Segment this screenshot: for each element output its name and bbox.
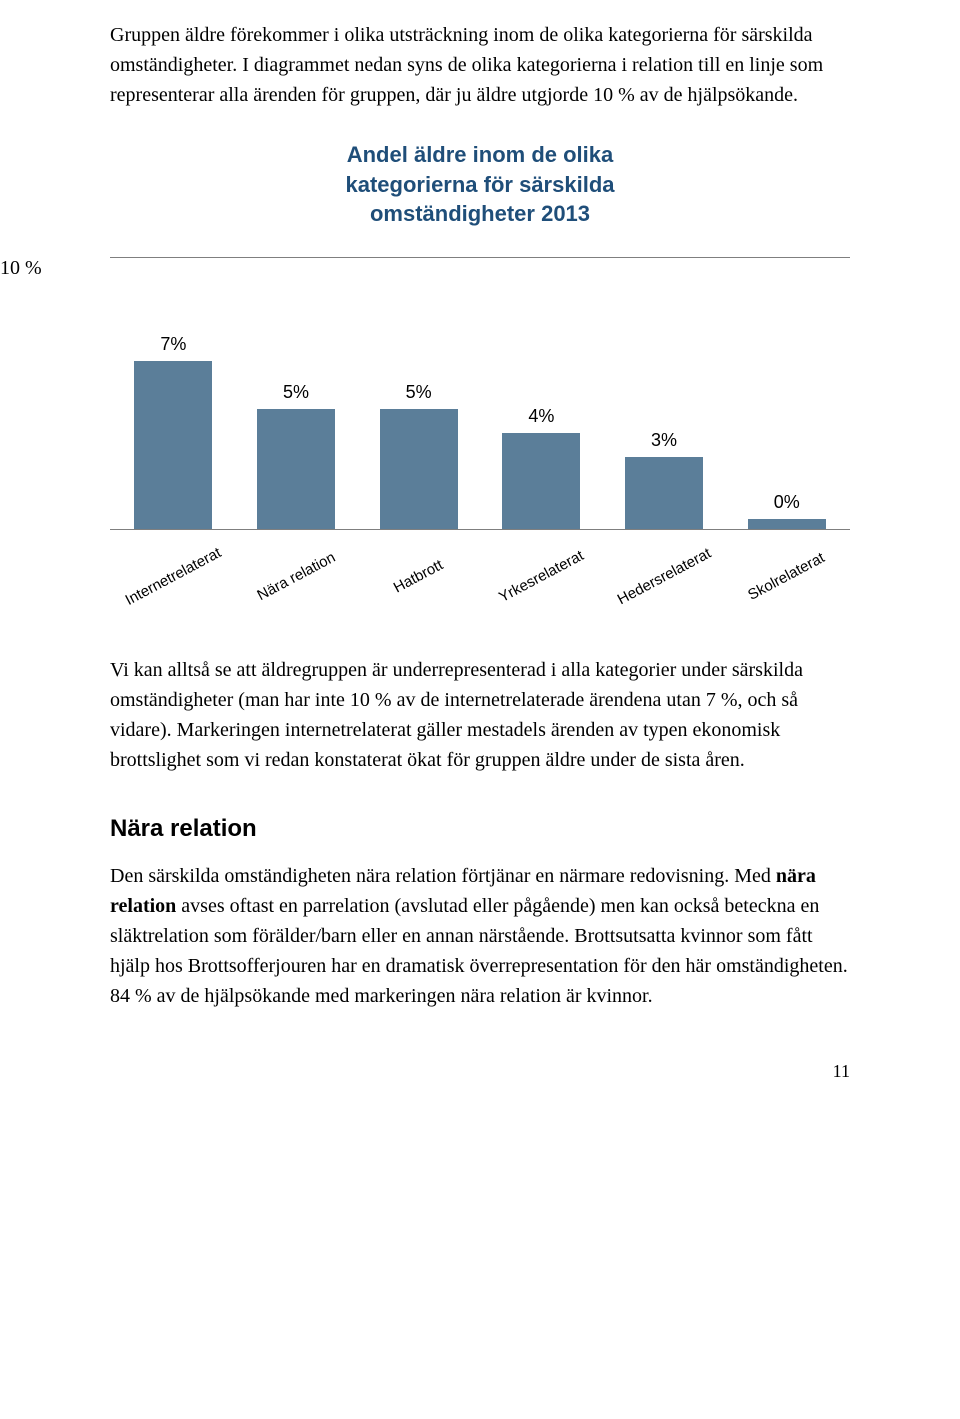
section-heading: Nära relation: [110, 815, 850, 843]
bar-value-label: 3%: [651, 430, 677, 451]
x-axis-category-label: Hatbrott: [368, 544, 470, 609]
bar: [380, 409, 458, 529]
reference-line: [110, 257, 850, 258]
x-axis-category-label: Hedersrelaterat: [613, 544, 715, 609]
closing-paragraph: Den särskilda omständigheten nära relati…: [110, 861, 850, 1011]
bar-column: 5%: [365, 260, 472, 529]
bar-value-label: 4%: [528, 406, 554, 427]
y-axis-reference-label: 10 %: [0, 257, 42, 280]
intro-paragraph: Gruppen äldre förekommer i olika utsträc…: [110, 20, 850, 110]
x-axis-category-label: Nära relation: [245, 544, 347, 609]
bar: [748, 519, 826, 529]
x-axis-labels: InternetrelateratNära relationHatbrottYr…: [110, 530, 850, 585]
chart-title: Andel äldre inom de olika kategorierna f…: [110, 140, 850, 229]
bar-value-label: 7%: [160, 334, 186, 355]
chart-title-line1: Andel äldre inom de olika: [347, 142, 614, 167]
bar: [257, 409, 335, 529]
page-number: 11: [110, 1061, 850, 1082]
x-axis-category-label: Skolrelaterat: [736, 544, 838, 609]
chart-container: 10 % 7%5%5%4%3%0% InternetrelateratNära …: [110, 257, 850, 585]
closing-suffix: avses oftast en parrelation (avslutad el…: [110, 895, 848, 1007]
analysis-paragraph: Vi kan alltså se att äldregruppen är und…: [110, 655, 850, 775]
chart-title-line2: kategorierna för särskilda: [345, 172, 614, 197]
bar-column: 7%: [120, 260, 227, 529]
x-axis-category-label: Internetrelaterat: [122, 544, 224, 609]
bar: [134, 361, 212, 529]
bar-column: 5%: [243, 260, 350, 529]
bar-value-label: 5%: [406, 382, 432, 403]
bar-column: 3%: [611, 260, 718, 529]
bar: [625, 457, 703, 529]
bar-value-label: 0%: [774, 492, 800, 513]
x-axis-category-label: Yrkesrelaterat: [490, 544, 592, 609]
closing-prefix: Den särskilda omständigheten nära relati…: [110, 865, 776, 887]
bar: [502, 433, 580, 529]
bar-value-label: 5%: [283, 382, 309, 403]
chart-title-line3: omständigheter 2013: [370, 201, 590, 226]
chart-plot-area: 7% 5% 5% 4% 3% 0%: [110, 260, 850, 530]
bar-column: 4%: [488, 260, 595, 529]
bar-column: 0%: [733, 260, 840, 529]
